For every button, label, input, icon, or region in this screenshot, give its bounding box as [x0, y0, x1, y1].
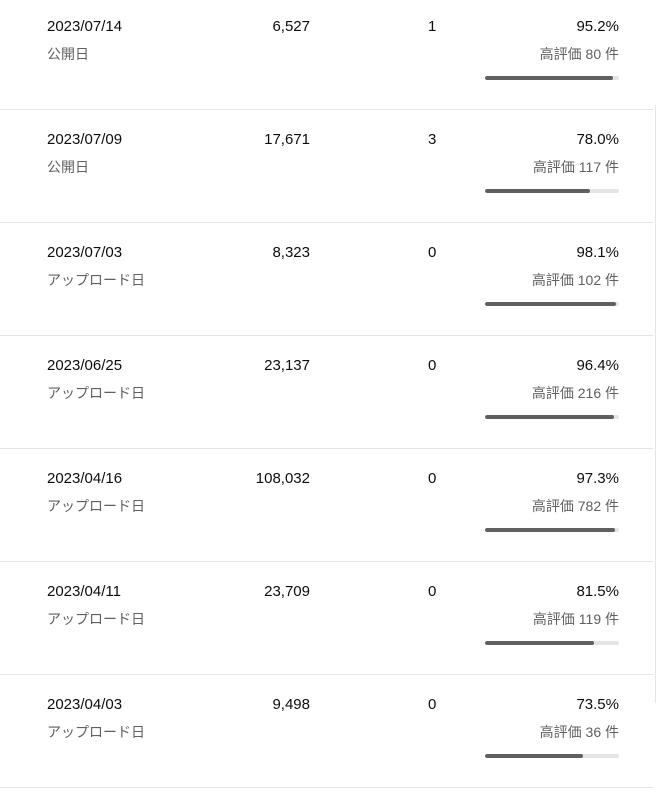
date: 2023/07/03: [47, 244, 123, 261]
like-ratio: 96.4%: [576, 357, 619, 374]
comments: 0: [428, 470, 437, 487]
date: 2023/07/09: [47, 131, 123, 148]
like-ratio-bar: [485, 189, 590, 193]
date: 2023/04/11: [47, 583, 121, 600]
like-ratio: 97.3%: [576, 470, 619, 487]
date-label: 公開日: [47, 46, 89, 62]
scrollbar-track: [655, 105, 656, 703]
date-label: アップロード日: [47, 498, 145, 514]
date-label: アップロード日: [47, 272, 145, 288]
video-row[interactable]: 2023/04/03 アップロード日 9,498 0 73.5% 高評価 36 件: [0, 675, 653, 788]
video-row[interactable]: 2023/07/03 アップロード日 8,323 0 98.1% 高評価 102 件: [0, 223, 653, 336]
comments: 3: [428, 131, 437, 148]
views: 23,709: [264, 583, 310, 600]
like-ratio-track: [485, 76, 619, 80]
views: 17,671: [264, 131, 310, 148]
video-row[interactable]: 2023/07/09 公開日 17,671 3 78.0% 高評価 117 件: [0, 110, 653, 223]
views: 23,137: [264, 357, 310, 374]
like-ratio-bar: [485, 641, 595, 645]
comments: 0: [428, 583, 437, 600]
like-ratio: 73.5%: [576, 696, 619, 713]
like-ratio-bar: [485, 528, 616, 532]
like-ratio-track: [485, 754, 619, 758]
date: 2023/04/03: [47, 696, 123, 713]
views: 8,323: [272, 244, 310, 261]
like-ratio-track: [485, 415, 619, 419]
like-ratio-track: [485, 528, 619, 532]
comments: 0: [428, 244, 437, 261]
date-label: アップロード日: [47, 611, 145, 627]
date-label: アップロード日: [47, 724, 145, 740]
like-ratio-track: [485, 641, 619, 645]
comments: 1: [428, 18, 437, 35]
comments: 0: [428, 696, 437, 713]
like-ratio-bar: [485, 415, 615, 419]
like-ratio-bar: [485, 302, 617, 306]
likes: 高評価 782 件: [531, 498, 619, 514]
date: 2023/07/14: [47, 18, 123, 35]
like-ratio: 81.5%: [576, 583, 619, 600]
likes: 高評価 117 件: [532, 159, 619, 175]
video-row[interactable]: 2023/07/14 公開日 6,527 1 95.2% 高評価 80 件: [0, 0, 653, 110]
video-row[interactable]: 2023/04/11 アップロード日 23,709 0 81.5% 高評価 119 件: [0, 562, 653, 675]
likes: 高評価 36 件: [539, 724, 619, 740]
like-ratio: 78.0%: [576, 131, 619, 148]
like-ratio: 95.2%: [576, 18, 619, 35]
video-row[interactable]: 2023/04/16 アップロード日 108,032 0 97.3% 高評価 782 件: [0, 449, 653, 562]
video-row[interactable]: 2023/06/25 アップロード日 23,137 0 96.4% 高評価 216 件: [0, 336, 653, 449]
likes: 高評価 119 件: [532, 611, 619, 627]
date-label: アップロード日: [47, 385, 145, 401]
views: 6,527: [272, 18, 310, 35]
like-ratio-track: [485, 189, 619, 193]
views: 9,498: [272, 696, 310, 713]
date-label: 公開日: [47, 159, 89, 175]
likes: 高評価 216 件: [531, 385, 619, 401]
likes: 高評価 102 件: [531, 272, 619, 288]
like-ratio: 98.1%: [576, 244, 619, 261]
views: 108,032: [255, 470, 310, 487]
like-ratio-track: [485, 302, 619, 306]
like-ratio-bar: [485, 754, 584, 758]
like-ratio-bar: [485, 76, 613, 80]
date: 2023/04/16: [47, 470, 123, 487]
likes: 高評価 80 件: [539, 46, 619, 62]
date: 2023/06/25: [47, 357, 123, 374]
comments: 0: [428, 357, 437, 374]
